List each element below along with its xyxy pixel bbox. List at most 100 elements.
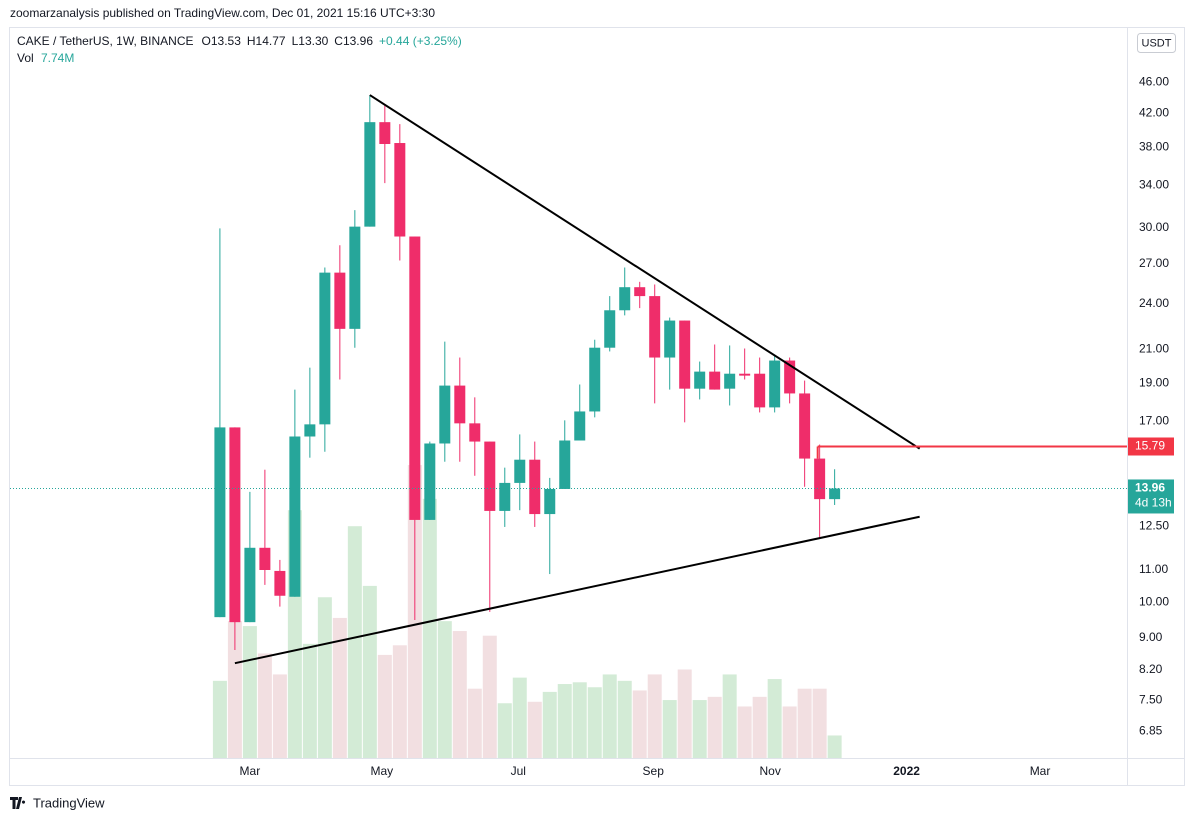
candle-body [349, 226, 361, 329]
publisher: zoomarzanalysis published on TradingView… [10, 6, 435, 20]
currency-button[interactable] [1137, 33, 1176, 53]
volume-bar [512, 677, 527, 758]
candle-body [604, 310, 616, 348]
volume-bar [527, 701, 542, 758]
x-tick-label: Nov [759, 764, 780, 778]
candle-body [784, 360, 796, 394]
candle-body [769, 360, 781, 408]
symbol: CAKE / TetherUS, 1W, BINANCE [17, 34, 194, 48]
y-tick-label: 6.85 [1139, 723, 1163, 737]
brand-logo [10, 797, 26, 809]
volume-bar [677, 669, 692, 758]
candle-body [499, 482, 511, 511]
candle-body [364, 122, 376, 227]
y-tick-label: 7.50 [1139, 692, 1163, 706]
legend: CAKE / TetherUS, 1W, BINANCE O13.53 H14.… [17, 34, 462, 65]
volume-bar [737, 706, 752, 758]
candle-body [694, 371, 706, 389]
volume-bar [422, 498, 437, 758]
volume-bar [572, 682, 587, 758]
candle-body [829, 488, 841, 500]
volume-bar [377, 654, 392, 758]
x-tick-label: Sep [643, 764, 665, 778]
chart-frame [9, 27, 1185, 786]
level-label-bg [1128, 437, 1174, 456]
trendline [369, 94, 921, 450]
candle-body [514, 459, 526, 483]
volume-bar [467, 688, 482, 758]
candle-body [664, 320, 676, 358]
volume-bar [707, 696, 722, 758]
candle-body [574, 411, 586, 441]
y-tick-label: 46.00 [1139, 74, 1169, 88]
candle-body [649, 296, 661, 358]
x-tick-label: Jul [511, 764, 526, 778]
candle-body [334, 272, 346, 329]
candle-body [484, 441, 496, 511]
y-tick-label: 34.00 [1139, 177, 1169, 191]
volume-bar [827, 735, 842, 758]
candle-body [529, 459, 541, 515]
y-tick-label: 11.00 [1139, 562, 1168, 576]
level-label: 15.79 [1135, 439, 1165, 453]
currency[interactable]: USDT [1142, 37, 1172, 49]
volume-bar [437, 621, 452, 758]
y-tick-label: 8.20 [1139, 662, 1163, 676]
candle-body [469, 423, 481, 442]
countdown: 4d 13h [1135, 496, 1172, 510]
volume-bar [542, 691, 557, 758]
candle-body [799, 393, 811, 459]
last-price-label: 13.96 [1135, 481, 1165, 495]
candle-body [634, 287, 646, 297]
y-tick-label: 42.00 [1139, 105, 1169, 119]
volume-label: 7.74M [41, 51, 74, 65]
candle-body [244, 547, 256, 623]
volume-bar [482, 635, 497, 758]
volume-bar [782, 706, 797, 758]
y-tick-label: 12.50 [1139, 518, 1169, 532]
close-label: C13.96 [334, 34, 373, 48]
volume-bar [242, 626, 257, 758]
x-tick-label: May [370, 764, 393, 778]
candle-body [409, 236, 421, 520]
x-tick-label: 2022 [893, 764, 920, 778]
volume-bar [692, 700, 707, 758]
candle-body [424, 443, 436, 520]
high-label: H14.77 [247, 34, 286, 48]
volume-name: Vol [17, 51, 34, 65]
volume-bar [647, 674, 662, 758]
x-tick-label: Mar [240, 764, 261, 778]
candle-body [304, 424, 316, 437]
candle-body [439, 385, 451, 444]
candle-body [589, 347, 601, 412]
candle-body [394, 143, 406, 237]
y-tick-label: 17.00 [1139, 414, 1169, 428]
y-tick-label: 30.00 [1139, 220, 1169, 234]
candle-body [274, 570, 286, 596]
volume-bar [257, 653, 272, 758]
y-tick-label: 38.00 [1139, 139, 1169, 153]
y-tick-label: 21.00 [1139, 341, 1169, 355]
volume-bar [632, 690, 647, 758]
candle-body [814, 458, 826, 500]
volume-bar [722, 674, 737, 758]
volume-bar [227, 621, 242, 758]
volume-bar [497, 703, 512, 758]
volume-bar [362, 585, 377, 758]
volume-bar [392, 645, 407, 758]
candle-body [679, 320, 691, 389]
volume-bar [662, 700, 677, 758]
candle-body [724, 373, 736, 389]
y-tick-label: 9.00 [1139, 630, 1163, 644]
candle-body [454, 385, 466, 424]
volume-bar [302, 643, 317, 758]
low-label: L13.30 [292, 34, 329, 48]
candle-body [214, 427, 226, 618]
volume-bar [587, 687, 602, 758]
candle-body [319, 272, 331, 425]
candle-body [229, 427, 241, 623]
trendline [234, 515, 920, 665]
volume-bar [602, 674, 617, 758]
